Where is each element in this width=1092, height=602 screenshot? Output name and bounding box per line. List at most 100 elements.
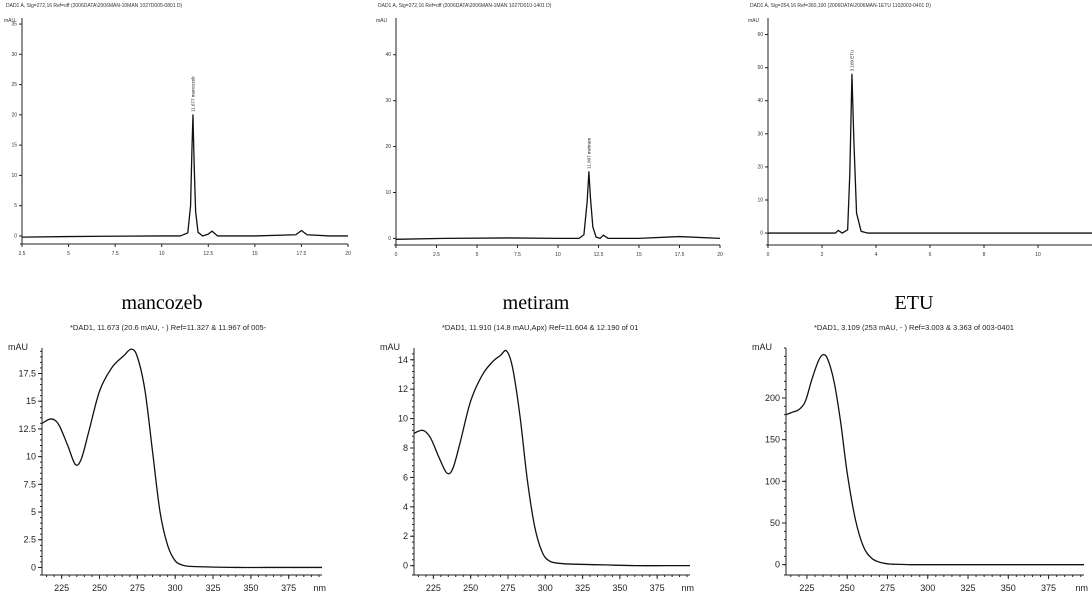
chart-header: DAD1 A, Sig=254,16 Ref=360,100 (2006DATA… [750,3,931,9]
x-tick-label: 7.5 [514,252,521,258]
y-tick-label: 10 [11,173,17,179]
y-tick-label: 30 [11,52,17,58]
x-tick-label: 10 [159,251,165,257]
x-tick-label: 250 [92,583,107,593]
x-tick-label: 225 [54,583,69,593]
uv-spectrum-mancozeb: *DAD1, 11.673 (20.6 mAU, - ) Ref=11.327 … [8,323,326,593]
signal-trace [395,171,721,240]
caption-etu: ETU [894,292,934,314]
y-tick-label: 2 [403,531,408,541]
y-axis-unit: mAU [380,342,400,352]
x-tick-label: 12.5 [594,252,604,258]
x-tick-label: 275 [130,583,145,593]
y-tick-label: 10 [385,190,391,196]
x-tick-label: 225 [799,583,814,593]
chart-header: *DAD1, 11.910 (14.8 mAU,Apx) Ref=11.604 … [442,323,638,332]
y-tick-label: 40 [385,52,391,58]
y-tick-label: 100 [765,476,780,486]
chart-header: *DAD1, 11.673 (20.6 mAU, - ) Ref=11.327 … [70,323,267,332]
y-axis-unit: mAU [8,342,28,352]
signal-trace [21,114,348,238]
x-tick-label: 250 [463,583,478,593]
y-tick-label: 25 [11,82,17,88]
x-tick-label: 325 [575,583,590,593]
x-axis-unit: nm [313,583,326,593]
y-tick-label: 0 [31,562,36,572]
x-tick-label: 325 [961,583,976,593]
x-tick-label: 350 [612,583,627,593]
uv-spectrum-metiram: *DAD1, 11.910 (14.8 mAU,Apx) Ref=11.604 … [380,323,694,593]
uv-spectrum-etu: *DAD1, 3.109 (253 mAU, - ) Ref=3.003 & 3… [752,323,1088,593]
x-tick-label: 275 [880,583,895,593]
y-tick-label: 0 [760,231,763,237]
chromatogram-mancozeb: DAD1 A, Sig=272,16 Ref=off (2006DATA\200… [4,3,351,257]
y-tick-label: 40 [757,98,763,104]
y-tick-label: 2.5 [23,535,36,545]
y-tick-label: 10 [398,414,408,424]
x-tick-label: 4 [875,252,878,258]
x-tick-label: 7.5 [112,251,119,257]
peak-label: 11.677 mancozeb [190,76,195,112]
y-tick-label: 30 [757,131,763,137]
y-tick-label: 0 [14,233,17,239]
y-axis-unit: mAU [4,18,16,24]
y-axis-unit: mAU [376,18,388,24]
x-tick-label: 12.5 [203,251,213,257]
x-tick-label: 0 [395,252,398,258]
chart-header: DAD1 A, Sig=272,16 Ref=off (2006DATA\200… [378,3,552,9]
y-tick-label: 10 [26,452,36,462]
x-tick-label: 250 [840,583,855,593]
y-tick-label: 0 [388,236,391,242]
y-tick-label: 8 [403,443,408,453]
signal-trace [785,353,1084,566]
x-tick-label: 300 [168,583,183,593]
signal-trace [41,348,322,569]
x-tick-label: 225 [426,583,441,593]
caption-metiram: metiram [502,292,570,314]
y-tick-label: 50 [770,518,780,528]
y-tick-label: 50 [757,65,763,71]
y-tick-label: 30 [385,98,391,104]
peak-label: 11.907 metiram [586,138,591,169]
y-tick-label: 20 [757,164,763,170]
y-tick-label: 0 [403,561,408,571]
y-tick-label: 5 [31,507,36,517]
x-tick-label: 20 [717,252,723,258]
signal-trace [768,73,1092,234]
y-tick-label: 15 [11,143,17,149]
y-tick-label: 5 [14,203,17,209]
chromatogram-metiram: DAD1 A, Sig=272,16 Ref=off (2006DATA\200… [376,3,723,258]
x-tick-label: 350 [1001,583,1016,593]
y-tick-label: 7.5 [23,479,36,489]
signal-trace [413,349,690,567]
y-tick-label: 6 [403,472,408,482]
x-axis-unit: nm [1075,583,1088,593]
x-tick-label: 5 [67,251,70,257]
y-tick-label: 20 [385,144,391,150]
x-tick-label: 300 [538,583,553,593]
x-tick-label: 375 [1041,583,1056,593]
x-tick-label: 8 [983,252,986,258]
y-tick-label: 15 [26,396,36,406]
y-tick-label: 150 [765,435,780,445]
x-tick-label: 15 [636,252,642,258]
x-tick-label: 17.5 [675,252,685,258]
y-tick-label: 17.5 [18,368,36,378]
x-tick-label: 275 [500,583,515,593]
x-tick-label: 20 [345,251,351,257]
chromatogram-etu: DAD1 A, Sig=254,16 Ref=360,100 (2006DATA… [748,3,1092,258]
x-tick-label: 15 [252,251,258,257]
y-tick-label: 12.5 [18,424,36,434]
caption-mancozeb: mancozeb [121,292,203,314]
y-tick-label: 10 [757,197,763,203]
x-tick-label: 350 [243,583,258,593]
y-tick-label: 0 [775,560,780,570]
x-tick-label: 375 [281,583,296,593]
x-tick-label: 2 [821,252,824,258]
x-axis-unit: nm [681,583,694,593]
y-tick-label: 12 [398,384,408,394]
y-tick-label: 35 [11,22,17,28]
y-tick-label: 14 [398,355,408,365]
x-tick-label: 5 [476,252,479,258]
x-tick-label: 325 [206,583,221,593]
